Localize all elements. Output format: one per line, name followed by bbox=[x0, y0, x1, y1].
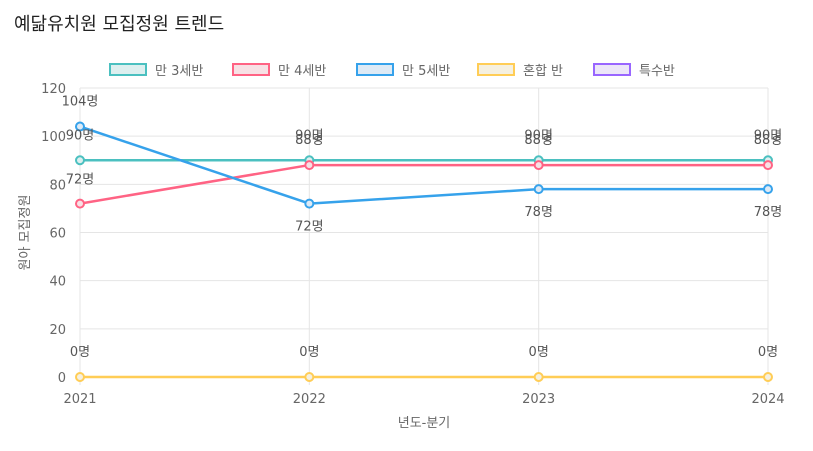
y-tick-label: 20 bbox=[49, 323, 66, 338]
legend-item-4[interactable]: 혼합 반 bbox=[477, 58, 563, 80]
data-point-series-4 bbox=[304, 372, 315, 382]
x-tick-label: 2022 bbox=[293, 392, 326, 407]
y-tick-label: 100 bbox=[41, 130, 66, 145]
data-point-series-1 bbox=[75, 155, 85, 166]
data-label: 72명 bbox=[295, 220, 324, 235]
legend-swatch bbox=[109, 62, 147, 76]
x-tick-label: 2021 bbox=[63, 392, 96, 407]
data-label: 78명 bbox=[524, 205, 553, 220]
y-tick-label: 80 bbox=[49, 178, 66, 193]
data-label: 78명 bbox=[754, 205, 783, 220]
x-tick-label: 2023 bbox=[522, 392, 555, 407]
data-label: 90명 bbox=[66, 128, 95, 143]
x-tick-label: 2024 bbox=[751, 392, 784, 407]
legend-item-1[interactable]: 만 3세반 bbox=[109, 58, 203, 80]
data-label: 0명 bbox=[299, 345, 319, 360]
legend-swatch bbox=[477, 62, 515, 76]
data-label: 88명 bbox=[295, 133, 324, 148]
data-point-series-3 bbox=[763, 184, 773, 195]
legend-swatch bbox=[593, 62, 631, 76]
data-point-series-2 bbox=[763, 160, 773, 171]
data-point-series-2 bbox=[75, 198, 85, 209]
legend-item-3[interactable]: 만 5세반 bbox=[356, 58, 450, 80]
data-label: 104명 bbox=[62, 95, 99, 110]
series-line-3 bbox=[79, 125, 768, 205]
y-tick-label: 120 bbox=[41, 82, 66, 97]
data-label: 0명 bbox=[758, 345, 778, 360]
data-point-series-4 bbox=[533, 372, 544, 382]
chart-legend: 만 3세반 만 4세반 만 5세반 혼합 반 특수반 bbox=[0, 58, 813, 80]
data-point-series-4 bbox=[75, 372, 85, 382]
legend-label: 만 4세반 bbox=[278, 63, 327, 79]
data-point-series-2 bbox=[304, 160, 315, 171]
series-line-2 bbox=[79, 163, 768, 205]
data-label: 90명 bbox=[295, 128, 324, 143]
x-axis-title: 년도-분기 bbox=[398, 416, 451, 431]
data-point-series-3 bbox=[533, 184, 544, 195]
data-label: 88명 bbox=[524, 133, 553, 148]
data-label: 0명 bbox=[70, 345, 90, 360]
legend-label: 만 5세반 bbox=[402, 63, 451, 79]
y-tick-label: 60 bbox=[49, 227, 66, 242]
data-label: 0명 bbox=[529, 345, 549, 360]
legend-swatch bbox=[356, 62, 394, 76]
y-tick-label: 40 bbox=[49, 275, 66, 290]
data-point-series-4 bbox=[763, 372, 773, 382]
y-axis-title: 원아 모집정원 bbox=[18, 195, 33, 271]
data-label: 90명 bbox=[524, 128, 553, 143]
data-label: 90명 bbox=[754, 128, 783, 143]
legend-item-2[interactable]: 만 4세반 bbox=[232, 58, 326, 80]
data-label: 72명 bbox=[66, 173, 95, 188]
y-tick-label: 0 bbox=[58, 371, 66, 386]
page-title: 예닮유치원 모집정원 트렌드 bbox=[14, 14, 225, 35]
legend-swatch bbox=[232, 62, 270, 76]
legend-label: 혼합 반 bbox=[523, 63, 564, 79]
legend-label: 특수반 bbox=[639, 63, 675, 79]
data-point-series-2 bbox=[533, 160, 544, 171]
legend-item-5[interactable]: 특수반 bbox=[593, 58, 675, 80]
data-point-series-3 bbox=[304, 198, 315, 209]
data-point-series-3 bbox=[75, 121, 85, 132]
legend-label: 만 3세반 bbox=[155, 63, 204, 79]
data-label: 88명 bbox=[754, 133, 783, 148]
